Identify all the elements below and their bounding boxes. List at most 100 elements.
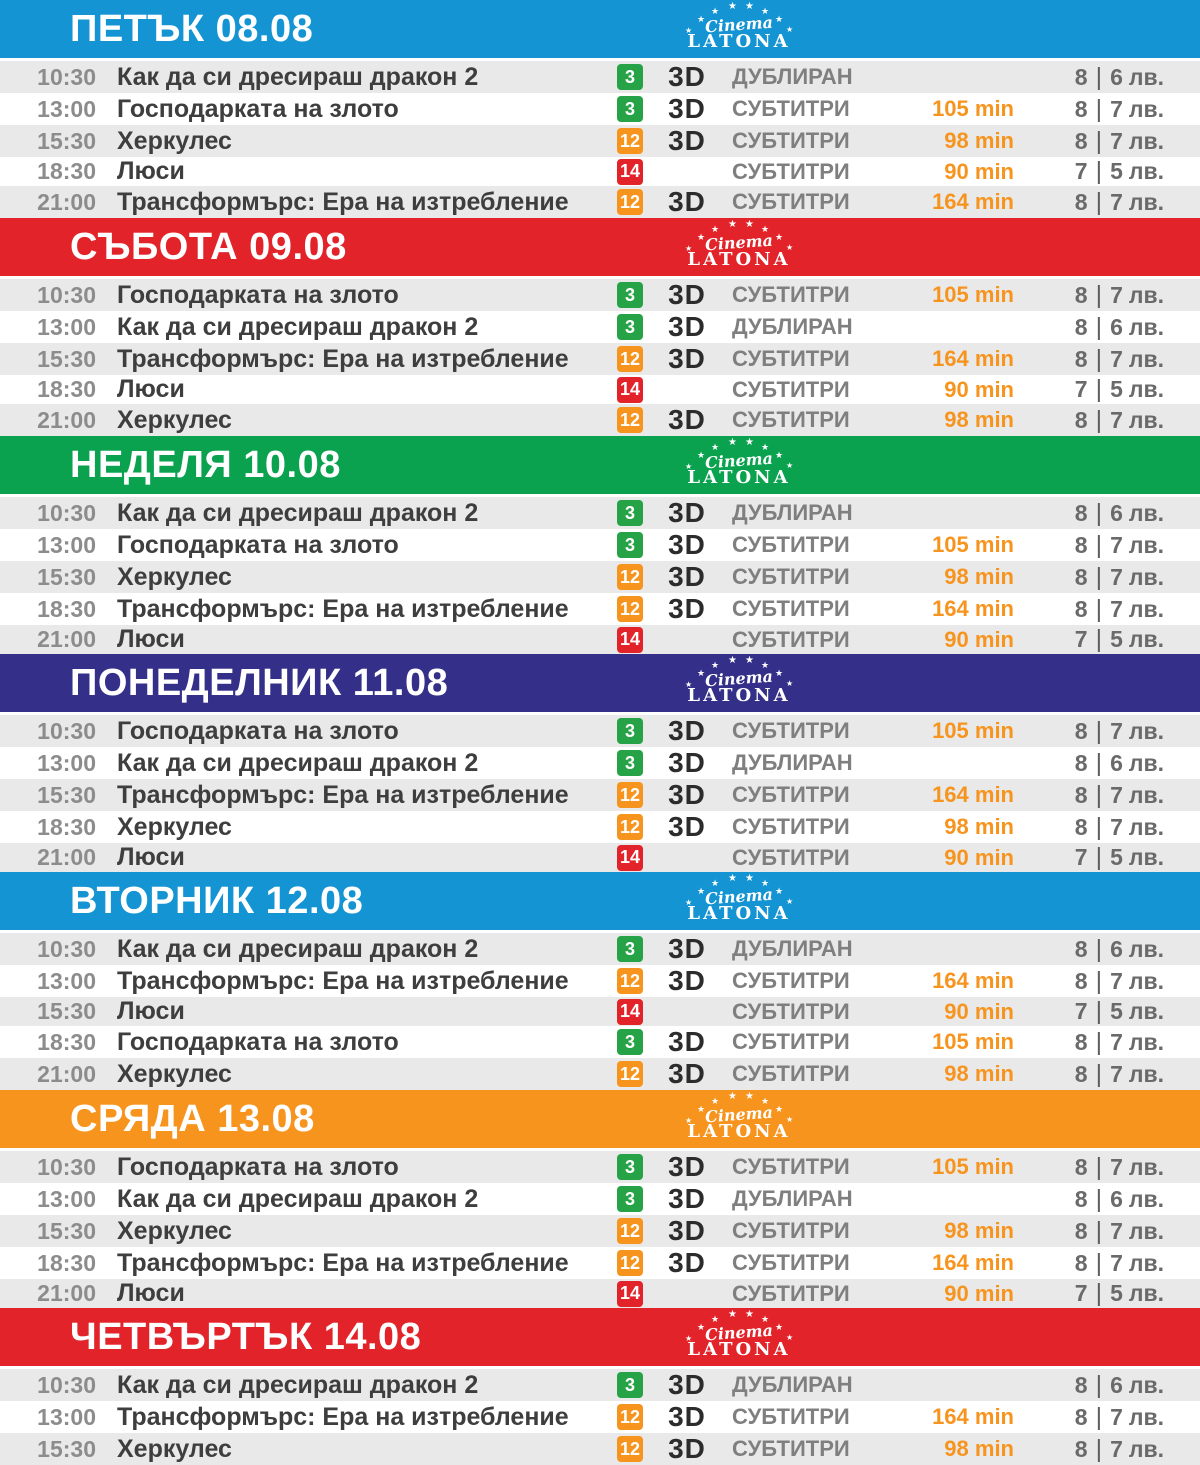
age-rating-cell: 12 <box>612 1436 648 1462</box>
showtime-rows: 10:30 Как да си дресираш дракон 2 3 3D Д… <box>0 61 1200 218</box>
3d-label: 3D <box>668 343 706 374</box>
price-currency: лв. <box>1128 1280 1164 1306</box>
duration-label: 98 min <box>944 128 1014 153</box>
star-icon: ★ <box>745 1 754 12</box>
day-section: ПОНЕДЕЛНИК 11.08 ★ ★ ★ ★ ★ ★ ★ ★ Cinema … <box>0 654 1200 872</box>
price-label: 8 | 7 лв. <box>1014 1217 1200 1246</box>
showtime-row: 21:00 Херкулес 12 3D СУБТИТРИ 98 min 8 | 7… <box>0 1058 1200 1090</box>
price-label: 8 | 7 лв. <box>1014 1249 1200 1278</box>
movie-title: Трансформърс: Ера на изтребление <box>117 780 569 809</box>
show-time: 13:00 <box>37 95 96 122</box>
language-label: СУБТИТРИ <box>732 1218 850 1243</box>
language-label: СУБТИТРИ <box>732 998 850 1024</box>
showtime-row: 15:30 Трансформърс: Ера на изтребление 1… <box>0 343 1200 375</box>
show-time: 10:30 <box>37 717 96 744</box>
price-divider: | <box>1095 62 1103 91</box>
age-rating-cell: 12 <box>612 968 648 994</box>
age-rating-badge: 12 <box>617 1061 643 1087</box>
price-divider: | <box>1095 280 1103 309</box>
price-label: 8 | 7 лв. <box>1014 531 1200 560</box>
star-icon: ★ <box>761 878 770 888</box>
duration-label: 105 min <box>932 532 1014 557</box>
age-rating-cell: 12 <box>612 1404 648 1430</box>
showtime-row: 18:30 Херкулес 12 3D СУБТИТРИ 98 min 8 | 7… <box>0 811 1200 843</box>
movie-title: Люси <box>117 1279 185 1307</box>
showtime-row: 13:00 Как да си дресираш дракон 2 3 3D Д… <box>0 747 1200 779</box>
language-label: СУБТИТРИ <box>732 376 850 402</box>
price-label: 8 | 7 лв. <box>1014 595 1200 624</box>
logo-latona-text: LATONA <box>687 903 791 924</box>
showtime-row: 13:00 Господарката на злото 3 3D СУБТИТР… <box>0 93 1200 125</box>
price-reduced: 5 <box>1110 376 1123 402</box>
price-divider: | <box>1095 312 1103 341</box>
star-icon: ★ <box>728 1309 737 1320</box>
age-rating-cell: 3 <box>612 1154 648 1180</box>
price-divider: | <box>1095 1402 1103 1431</box>
3d-label: 3D <box>668 593 706 624</box>
price-label: 8 | 6 лв. <box>1014 1371 1200 1400</box>
price-full: 8 <box>1074 1028 1088 1055</box>
age-rating-badge: 12 <box>617 564 643 590</box>
show-time: 10:30 <box>37 281 96 308</box>
price-label: 8 | 7 лв. <box>1014 281 1200 310</box>
language-label: СУБТИТРИ <box>732 1250 850 1275</box>
showtime-row: 15:30 Херкулес 12 3D СУБТИТРИ 98 min 8 | 7… <box>0 1215 1200 1247</box>
price-divider: | <box>1095 716 1103 745</box>
duration-label: 105 min <box>932 1029 1014 1054</box>
price-label: 8 | 7 лв. <box>1014 1435 1200 1464</box>
price-currency: лв. <box>1128 1403 1164 1430</box>
duration-label: 164 min <box>932 782 1014 807</box>
star-icon: ★ <box>786 1333 794 1342</box>
price-currency: лв. <box>1128 127 1164 154</box>
star-icon: ★ <box>761 1096 770 1106</box>
language-label: СУБТИТРИ <box>732 128 850 153</box>
day-section: ЧЕТВЪРТЪК 14.08 ★ ★ ★ ★ ★ ★ ★ ★ Cinema L… <box>0 1308 1200 1465</box>
show-time: 18:30 <box>37 595 96 622</box>
price-label: 8 | 7 лв. <box>1014 1060 1200 1089</box>
age-rating-cell: 3 <box>612 500 648 526</box>
price-reduced: 6 <box>1110 749 1123 776</box>
price-label: 8 | 7 лв. <box>1014 127 1200 156</box>
cinema-latona-logo: ★ ★ ★ ★ ★ ★ ★ ★ Cinema LATONA <box>683 1092 795 1146</box>
price-divider: | <box>1095 812 1103 841</box>
star-icon: ★ <box>697 14 706 24</box>
age-rating-badge: 3 <box>617 500 643 526</box>
movie-title: Господарката на злото <box>117 1152 399 1181</box>
day-header: ПЕТЪК 08.08 ★ ★ ★ ★ ★ ★ ★ ★ Cinema LATON… <box>0 0 1200 58</box>
star-icon: ★ <box>711 660 720 670</box>
show-time: 10:30 <box>37 63 96 90</box>
cinema-latona-logo: ★ ★ ★ ★ ★ ★ ★ ★ Cinema LATONA <box>683 656 795 710</box>
language-label: СУБТИТРИ <box>732 407 850 432</box>
star-icon: ★ <box>685 26 693 35</box>
age-rating-badge: 12 <box>617 814 643 840</box>
day-title: ПОНЕДЕЛНИК 11.08 <box>70 661 449 704</box>
showtime-row: 21:00 Трансформърс: Ера на изтребление 1… <box>0 186 1200 218</box>
age-rating-badge: 3 <box>617 1029 643 1055</box>
price-reduced: 5 <box>1110 158 1123 184</box>
star-icon: ★ <box>685 898 693 907</box>
price-full: 7 <box>1074 376 1088 402</box>
3d-label: 3D <box>668 1026 706 1057</box>
age-rating-cell: 12 <box>612 564 648 590</box>
movie-title: Херкулес <box>117 562 232 591</box>
price-reduced: 7 <box>1110 717 1123 744</box>
price-divider: | <box>1095 780 1103 809</box>
3d-label: 3D <box>668 279 706 310</box>
3d-label: 3D <box>668 933 706 964</box>
showtime-row: 10:30 Господарката на злото 3 3D СУБТИТР… <box>0 279 1200 311</box>
price-divider: | <box>1095 1370 1103 1399</box>
age-rating-badge: 3 <box>617 1372 643 1398</box>
price-label: 7 | 5 лв. <box>1014 625 1200 654</box>
price-label: 8 | 6 лв. <box>1014 63 1200 92</box>
price-divider: | <box>1095 126 1103 155</box>
price-reduced: 6 <box>1110 1185 1123 1212</box>
age-rating-badge: 3 <box>617 750 643 776</box>
movie-title: Как да си дресираш дракон 2 <box>117 1370 479 1399</box>
star-icon: ★ <box>697 450 706 460</box>
age-rating-badge: 14 <box>617 376 643 403</box>
movie-title: Люси <box>117 843 185 871</box>
age-rating-badge: 12 <box>617 1250 643 1276</box>
star-icon: ★ <box>711 6 720 16</box>
price-label: 8 | 7 лв. <box>1014 1403 1200 1432</box>
age-rating-cell: 3 <box>612 1372 648 1398</box>
